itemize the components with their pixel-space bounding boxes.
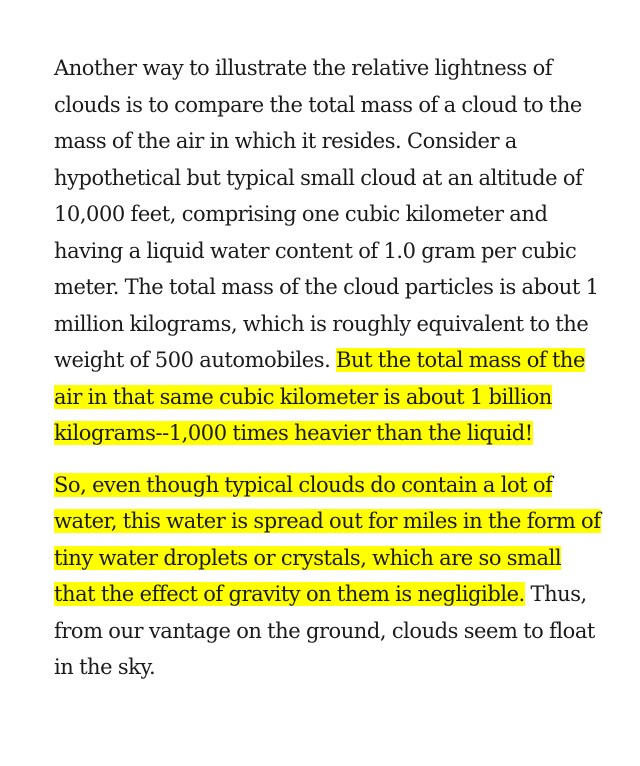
paragraph-cloud-float: So, even though typical clouds do contai… <box>54 467 602 686</box>
highlighted-text: So, even though typical clouds do contai… <box>54 472 601 606</box>
article-body: Another way to illustrate the relative l… <box>54 50 602 701</box>
text-segment: Thus, from our vantage on the ground, cl… <box>54 582 595 679</box>
text-segment: Another way to illustrate the relative l… <box>54 56 599 372</box>
paragraph-cloud-mass: Another way to illustrate the relative l… <box>54 50 602 452</box>
